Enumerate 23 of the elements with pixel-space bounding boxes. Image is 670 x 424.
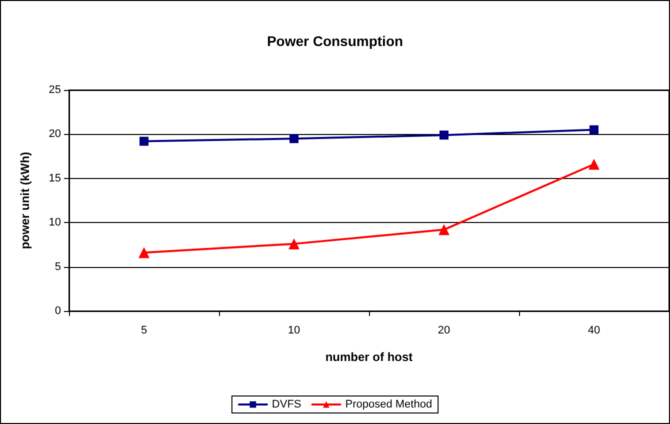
point (438, 224, 450, 236)
y-tick-label: 25 (48, 84, 61, 96)
y-axis-title: power unit (kWh) (18, 152, 32, 250)
y-tick-label: 20 (48, 128, 61, 140)
point (440, 130, 448, 140)
chart-title: Power Consumption (266, 33, 404, 49)
x-tick-label: 40 (588, 324, 600, 336)
y-tick-label: 5 (54, 260, 61, 273)
x-tick-label: 10 (288, 324, 300, 336)
point (290, 134, 298, 144)
point (138, 247, 150, 258)
point (590, 125, 598, 134)
x-tick-label: 20 (438, 324, 450, 336)
x-axis-title: number of host (325, 350, 413, 364)
legend-label: Proposed Method (345, 398, 432, 410)
y-tick-label: 10 (48, 216, 61, 229)
point (140, 136, 148, 146)
point (288, 238, 300, 250)
point (588, 158, 600, 170)
legend-label: DVFS (272, 398, 302, 410)
y-tick-label: 15 (48, 172, 61, 184)
y-tick-label: 0 (54, 305, 61, 317)
x-tick-label: 5 (140, 324, 148, 336)
